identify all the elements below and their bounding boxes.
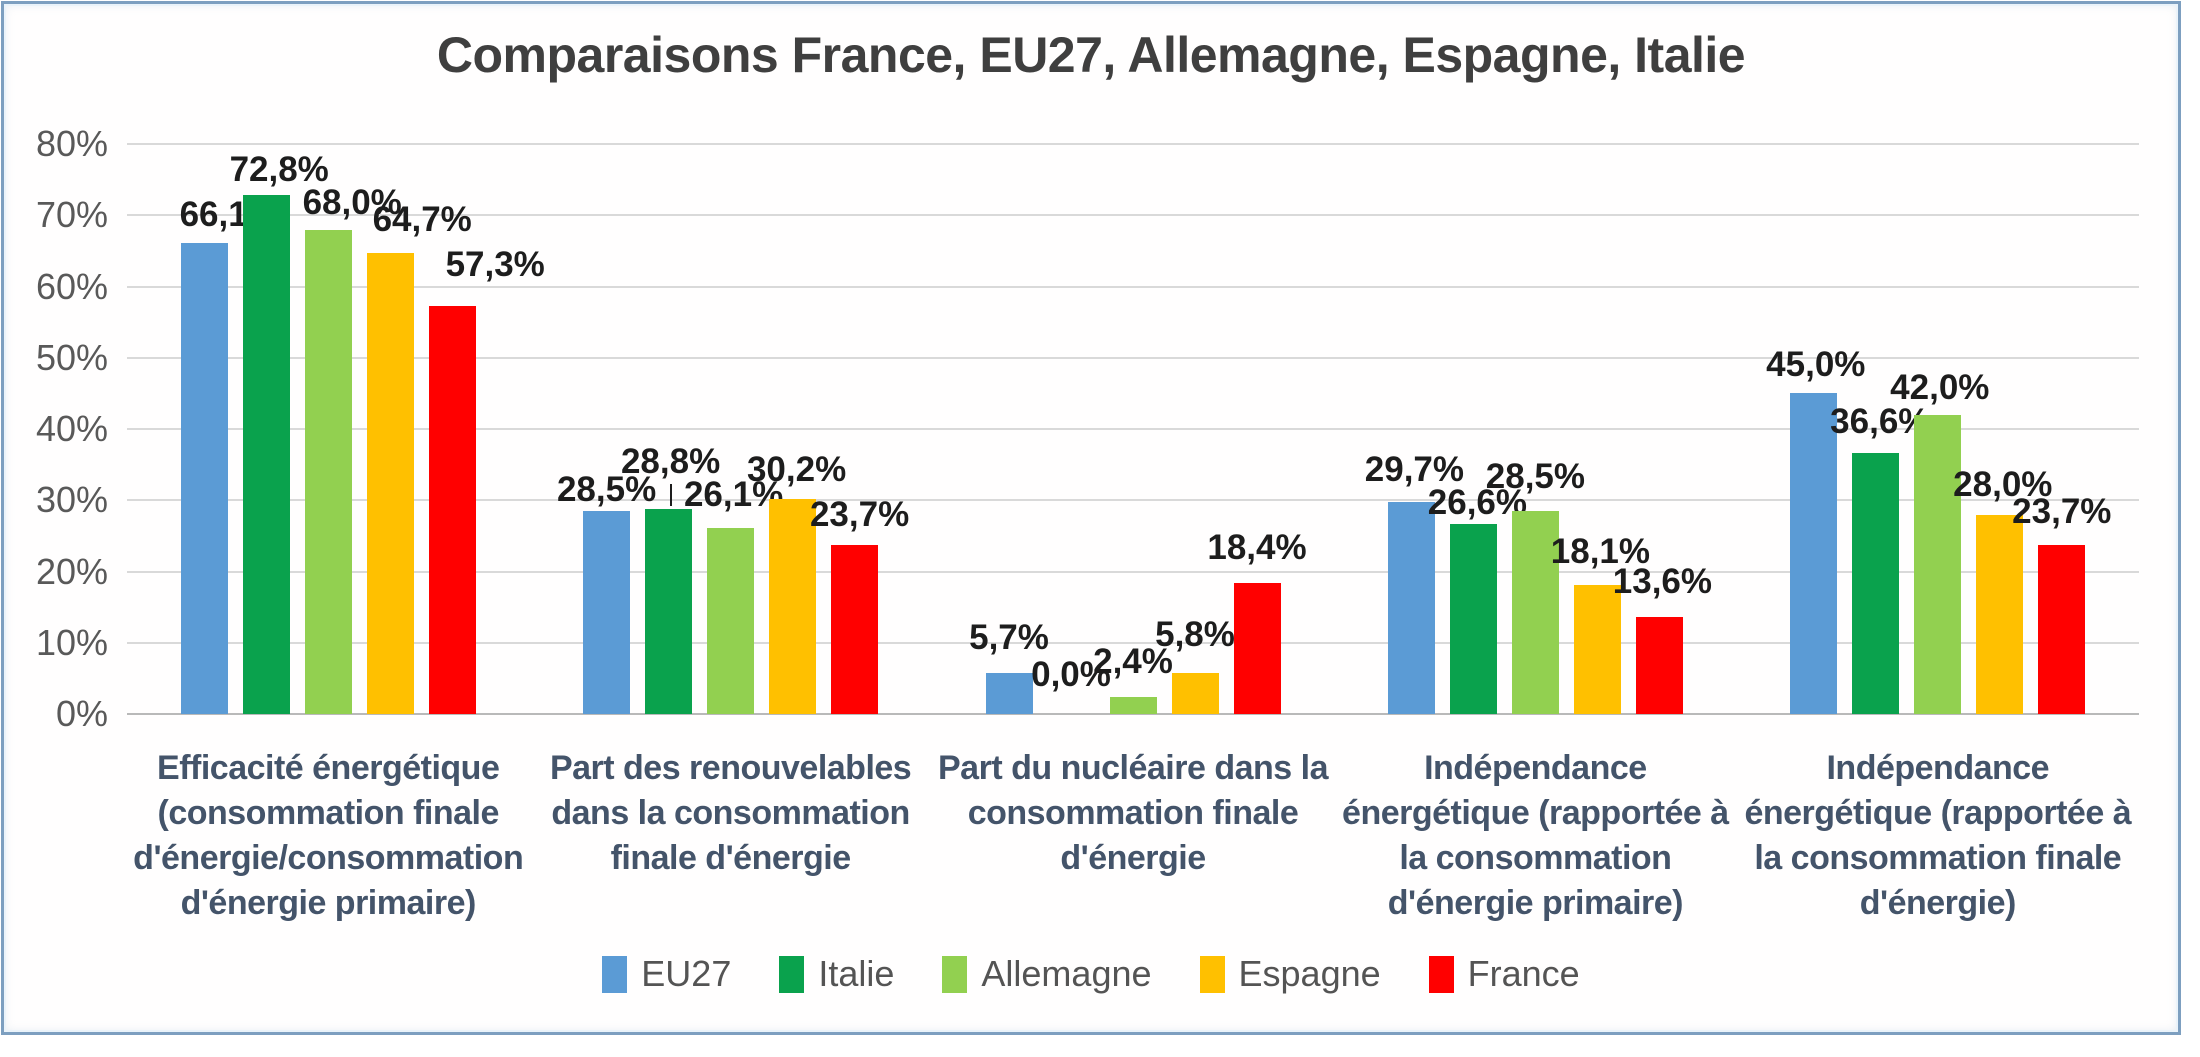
legend-swatch-espagne	[1199, 955, 1225, 993]
bar-value-label: 26,6%	[1427, 483, 1528, 523]
chart-title: Comparaisons France, EU27, Allemagne, Es…	[436, 27, 1746, 83]
bar-espagne	[1573, 585, 1621, 714]
bar-value-label: 64,7%	[372, 200, 472, 239]
gridline	[127, 285, 2139, 288]
legend-swatch-allemagne	[942, 955, 968, 993]
legend-item: Italie	[779, 954, 894, 994]
label-leader-line	[669, 483, 672, 506]
gridline	[127, 428, 2139, 430]
bar-value-label: 28,5%	[1485, 456, 1586, 496]
category-label: Efficacité énergétique (consommation fin…	[133, 749, 524, 922]
legend-item: France	[1428, 953, 1580, 994]
bar-value-label: 57,3%	[445, 244, 545, 284]
bar-italie	[242, 195, 290, 714]
bar-eu27	[1387, 502, 1435, 714]
y-axis-tick-label: 20%	[35, 550, 108, 592]
category-label: Part des renouvelables dans la consommat…	[549, 749, 912, 877]
bar-espagne	[1976, 514, 2024, 714]
bar-espagne	[366, 253, 414, 714]
bar-value-label: 18,4%	[1207, 527, 1307, 567]
bar-eu27	[180, 243, 228, 714]
gridline	[127, 499, 2139, 502]
bar-value-label: 28,0%	[1953, 464, 2053, 504]
bar-allemagne	[1109, 696, 1157, 714]
bar-allemagne	[1914, 414, 1962, 714]
legend-swatch-eu27	[602, 955, 628, 993]
bar-allemagne	[304, 229, 352, 714]
gridline	[127, 214, 2139, 217]
bar-value-label: 68,0%	[302, 182, 402, 222]
y-axis-tick-label: 10%	[35, 621, 108, 663]
legend-label: Espagne	[1238, 953, 1381, 994]
bar-france	[2038, 545, 2086, 714]
y-axis-tick-label: 80%	[35, 123, 108, 164]
legend: EU27 Italie Allemagne Espagne France	[4, 954, 2178, 994]
bar-italie	[1449, 524, 1497, 714]
bar-italie	[645, 508, 693, 714]
legend-item: Allemagne	[942, 953, 1152, 994]
bar-eu27	[1790, 393, 1838, 714]
bar-eu27	[985, 673, 1033, 714]
y-axis-tick-label: 60%	[35, 265, 108, 307]
bar-value-label: 26,1%	[683, 475, 784, 515]
gridline	[127, 570, 2139, 573]
gridline	[127, 641, 2139, 644]
bar-value-label: 23,7%	[809, 495, 910, 535]
bar-france	[1635, 617, 1683, 714]
bar-value-label: 2,4%	[1093, 641, 1173, 681]
bar-value-label: 29,7%	[1364, 450, 1465, 490]
bar-value-label: 18,1%	[1550, 532, 1651, 572]
bar-espagne	[1171, 672, 1219, 714]
y-axis-tick-label: 0%	[55, 693, 108, 734]
bar-value-label: 23,7%	[2012, 492, 2112, 532]
legend-label: Italie	[818, 953, 895, 994]
bar-value-label: 72,8%	[229, 150, 329, 190]
legend-label: EU27	[641, 953, 732, 994]
bar-allemagne	[707, 528, 755, 714]
legend-item: EU27	[602, 954, 731, 994]
bar-value-label: 30,2%	[746, 449, 847, 489]
category-label: Part du nucléaire dans la consommation f…	[938, 749, 1328, 877]
category-label: Indépendance énergétique (rapportée à la…	[1744, 749, 2132, 922]
bar-france	[1233, 582, 1281, 714]
legend-item: Espagne	[1199, 953, 1381, 994]
chart-frame: Comparaisons France, EU27, Allemagne, Es…	[1, 1, 2181, 1035]
category-label: Indépendance énergétique (rapportée à la…	[1342, 749, 1729, 922]
bar-value-label: 13,6%	[1612, 562, 1713, 602]
legend-swatch-italie	[779, 955, 805, 993]
gridline	[127, 356, 2139, 359]
bar-france	[831, 545, 879, 714]
bar-value-label: 28,5%	[556, 469, 657, 509]
y-axis-tick-label: 50%	[35, 336, 108, 378]
bar-value-label: 5,8%	[1155, 614, 1235, 654]
legend-label: Allemagne	[981, 953, 1152, 994]
bar-france	[428, 305, 476, 714]
bar-allemagne	[1511, 510, 1559, 714]
bar-italie	[1852, 453, 1900, 714]
bar-value-label: 5,7%	[969, 618, 1049, 658]
legend-swatch-france	[1428, 955, 1454, 993]
bar-value-label: 42,0%	[1890, 367, 1990, 407]
y-axis-tick-label: 70%	[35, 194, 108, 236]
bar-eu27	[583, 510, 631, 714]
bar-value-label: 0,0%	[1031, 655, 1111, 694]
x-axis-line	[127, 713, 2139, 715]
bar-value-label: 36,6%	[1830, 402, 1930, 442]
bar-espagne	[769, 498, 817, 714]
legend-label: France	[1467, 953, 1580, 994]
bar-value-label: 28,8%	[620, 441, 721, 481]
y-axis-tick-label: 30%	[35, 479, 108, 521]
gridline	[127, 143, 2139, 145]
bar-value-label: 45,0%	[1766, 345, 1866, 385]
y-axis-tick-label: 40%	[35, 408, 108, 449]
